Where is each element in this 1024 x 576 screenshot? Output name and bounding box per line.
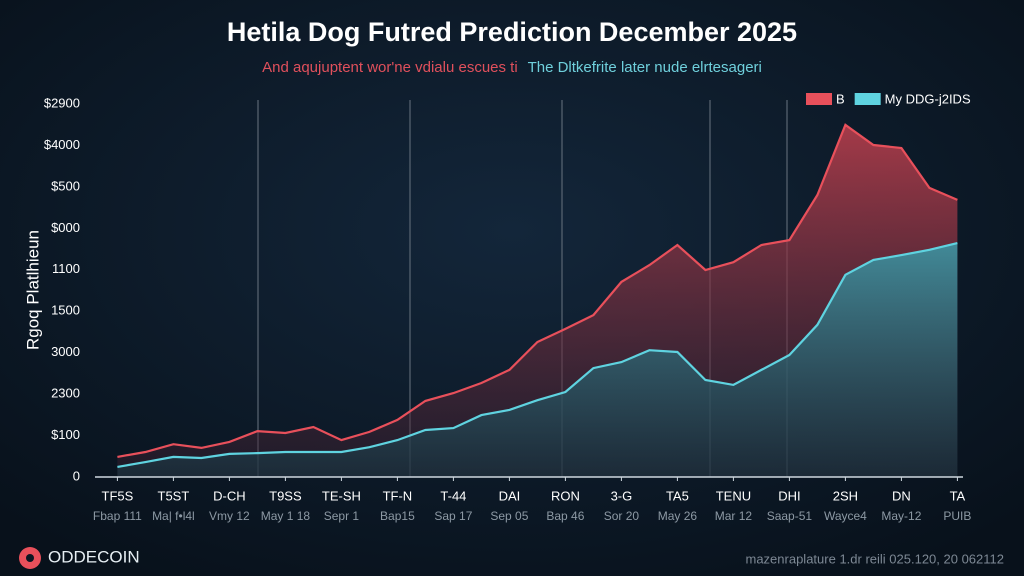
x-tick-label: TE-SH [322,488,361,503]
x-tick-sublabel: Sep 05 [490,509,528,523]
legend-label: My DDG-j2IDS [885,91,971,106]
y-label: $500 [51,178,80,193]
x-tick-label: DAI [499,488,521,503]
x-tick-sublabel: Mar 12 [715,509,753,523]
x-tick-sublabel: PUIB [943,509,971,523]
x-tick-label: T9SS [269,488,302,503]
x-tick-sublabel: Fbap 111 [93,509,142,523]
area [117,243,958,477]
x-tick-label: 2SH [833,488,858,503]
legend-label: B [836,91,845,106]
y-label: $100 [51,427,80,442]
y-axis-label: Rgoq Platlhieun [23,230,42,350]
footer-brand: ODDECOIN [48,547,140,566]
legend-swatch [806,93,832,105]
x-tick-label: TENU [716,488,751,503]
x-tick-label: 3-G [611,488,633,503]
footer-note: mazenraplature 1.dr reili 025.120, 20 06… [746,551,1005,566]
y-label: 0 [73,468,80,483]
x-tick-label: DN [892,488,911,503]
x-tick-label: RON [551,488,580,503]
plot [117,123,958,478]
x-tick-label: TA5 [666,488,689,503]
chart-title: Hetila Dog Futred Prediction December 20… [227,17,797,47]
x-tick-sublabel: Saap-51 [767,509,813,523]
x-tick-label: DHI [778,488,800,503]
x-tick-label: TF5S [102,488,134,503]
y-label: 3000 [51,344,80,359]
y-label: 2300 [51,386,80,401]
line [117,123,958,458]
x-tick-label: TA [950,488,966,503]
x-tick-sublabel: May-12 [881,509,921,523]
x-tick-label: TF-N [383,488,413,503]
legend-swatch [854,93,881,105]
x-tick-sublabel: Sap 17 [434,509,472,523]
x-tick-label: D-CH [213,488,246,503]
x-tick-sublabel: Bap 46 [546,509,584,523]
x-tick-sublabel: May 1 18 [261,509,311,523]
x-tick-sublabel: Bap15 [380,509,415,523]
subtitle-part: And aqujuptent wor'ne vdialu escues ti [262,59,518,76]
footer-logo [19,547,41,569]
subtitle: And aqujuptent wor'ne vdialu escues ti T… [262,59,762,76]
y-label: 1100 [52,261,80,276]
x-tick-sublabel: Vmy 12 [209,509,250,523]
x-tick-sublabel: May 26 [658,509,698,523]
y-label: 1500 [51,303,80,318]
x-tick-sublabel: Ma| f•l4l [152,509,195,523]
subtitle-part: The Dltkefrite later nude elrtesageri [528,59,762,76]
line [117,242,958,468]
y-label: $000 [51,220,80,235]
x-tick-label: T-44 [440,488,466,503]
x-tick-sublabel: Sepr 1 [324,509,360,523]
x-tick-sublabel: Sor 20 [604,509,640,523]
x-tick-sublabel: Wayce4 [824,509,867,523]
y-label: $2900 [44,95,80,110]
x-tick-label: T5ST [158,488,190,503]
y-label: $4000 [44,137,80,152]
